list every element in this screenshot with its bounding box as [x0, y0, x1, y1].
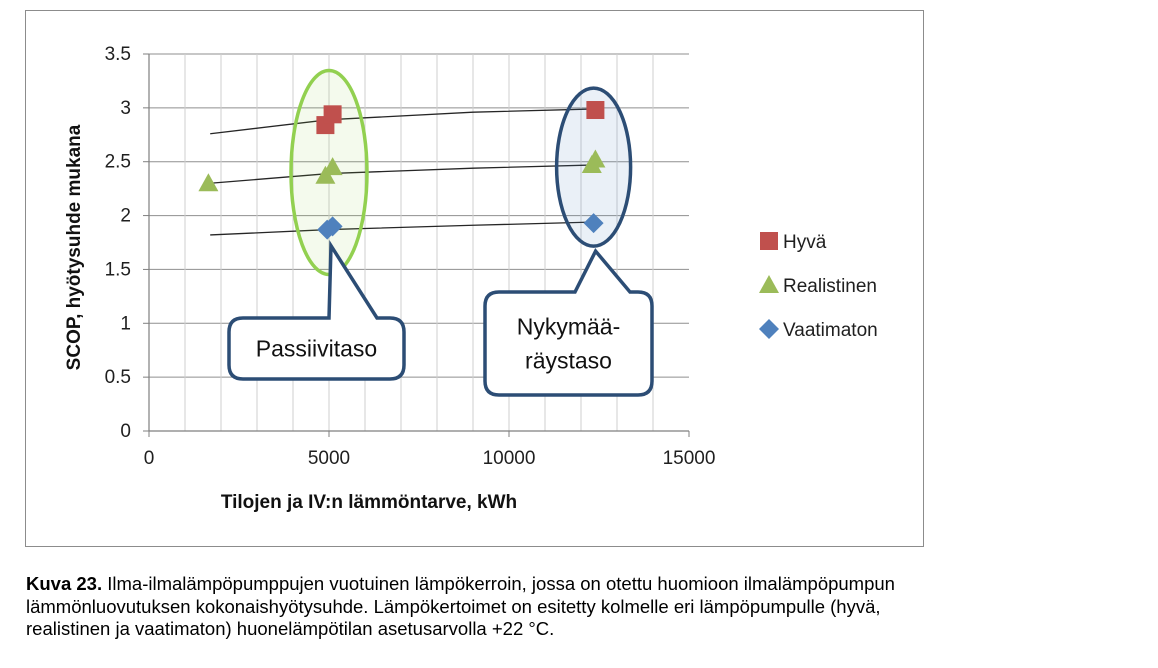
vaatimaton-data-point — [583, 213, 604, 234]
trendline-realistinen — [210, 164, 596, 184]
legend-marker-vaatimaton — [759, 319, 779, 339]
trendline-vaatimaton — [210, 221, 596, 236]
y-tick-label: 3 — [120, 98, 131, 119]
chart-frame: 0 0.5 1 1.5 2 2.5 3 3.5 0 5000 10000 15000 Tilojen j… — [25, 10, 924, 547]
y-tick-label: 1 — [120, 313, 131, 334]
legend-marker-realistinen — [759, 275, 779, 293]
hyvä-data-point — [586, 101, 605, 120]
y-tick-label: 2 — [120, 206, 131, 227]
y-axis-title: SCOP, hyötysuhde mukana — [64, 124, 85, 370]
scop-scatter-chart: 0 0.5 1 1.5 2 2.5 3 3.5 0 5000 10000 15000 Tilojen j… — [64, 44, 878, 513]
realistinen-data-point — [322, 157, 343, 176]
x-tick-label: 15000 — [663, 448, 716, 469]
hyvä-data-point — [323, 105, 342, 124]
x-tick-label: 5000 — [308, 448, 350, 469]
nykymaaraystaso-callout-label: Nykymää- — [517, 314, 621, 340]
legend-label-vaatimaton: Vaatimaton — [783, 320, 878, 341]
nykymaaraystaso-callout-label: räystaso — [525, 348, 612, 374]
passiivitaso-callout-box — [227, 239, 406, 381]
caption-label: Kuva 23. — [26, 573, 103, 594]
y-tick-label: 2.5 — [105, 152, 131, 173]
y-tick-label: 3.5 — [105, 44, 131, 65]
legend-marker-hyvä — [760, 232, 778, 250]
realistinen-data-point — [585, 149, 606, 168]
caption-line-2: lämmönluovutuksen kokonaishyötysuhde. Lä… — [26, 595, 881, 617]
caption-line-1: Ilma-ilmalämpöpumppujen vuotuinen lämpök… — [107, 573, 895, 594]
y-tick-label: 0.5 — [105, 367, 131, 388]
legend-label-hyvä: Hyvä — [783, 232, 827, 253]
caption-line-3: realistinen ja vaatimaton) huonelämpötil… — [26, 618, 555, 639]
trendline-hyvä — [210, 108, 596, 135]
figure-caption: Kuva 23. Ilma-ilmalämpöpumppujen vuotuin… — [26, 573, 1148, 641]
vaatimaton-data-point — [322, 216, 343, 237]
y-tick-label: 0 — [120, 421, 131, 442]
nykymaaraystaso-callout-box — [483, 247, 654, 397]
legend-label-realistinen: Realistinen — [783, 276, 877, 297]
x-tick-label: 10000 — [483, 448, 536, 469]
x-tick-label: 0 — [144, 448, 155, 469]
y-tick-label: 1.5 — [105, 259, 131, 280]
passiivitaso-callout-label: Passiivitaso — [256, 336, 377, 362]
realistinen-data-point — [198, 173, 219, 192]
x-axis-title: Tilojen ja IV:n lämmöntarve, kWh — [221, 492, 517, 513]
